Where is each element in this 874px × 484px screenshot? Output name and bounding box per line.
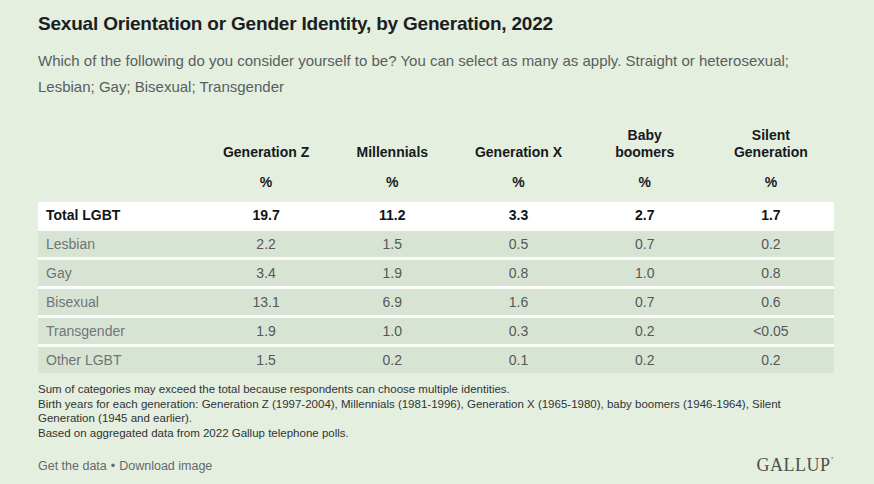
cell-value: 0.7 <box>582 236 708 252</box>
cell-value: 0.8 <box>455 265 581 281</box>
percent-symbol: % <box>203 171 329 202</box>
cell-value: 19.7 <box>203 207 329 223</box>
cell-value: 0.2 <box>708 352 834 368</box>
cell-value: 0.1 <box>455 352 581 368</box>
cell-value: 1.9 <box>329 265 455 281</box>
row-label: Total LGBT <box>38 207 203 223</box>
table-row-bisexual: Bisexual 13.1 6.9 1.6 0.7 0.6 <box>38 289 834 318</box>
row-label: Bisexual <box>38 294 203 310</box>
cell-value: 1.0 <box>329 323 455 339</box>
percent-symbol: % <box>455 171 581 202</box>
cell-value: 0.2 <box>708 236 834 252</box>
cell-value: 2.7 <box>582 207 708 223</box>
cell-value: 1.5 <box>329 236 455 252</box>
table-row-total-lgbt: Total LGBT 19.7 11.2 3.3 2.7 1.7 <box>38 202 834 231</box>
cell-value: 3.4 <box>203 265 329 281</box>
cell-value: 1.6 <box>455 294 581 310</box>
footnote-line: Based on aggregated data from 2022 Gallu… <box>38 426 834 441</box>
row-label: Lesbian <box>38 236 203 252</box>
table-row-lesbian: Lesbian 2.2 1.5 0.5 0.7 0.2 <box>38 231 834 260</box>
gallup-graphic: Sexual Orientation or Gender Identity, b… <box>0 0 874 476</box>
get-the-data-link[interactable]: Get the data <box>38 459 107 473</box>
table-unit-row: % % % % % <box>38 171 834 202</box>
cell-value: 0.2 <box>329 352 455 368</box>
cell-value: 13.1 <box>203 294 329 310</box>
cell-value: 0.5 <box>455 236 581 252</box>
cell-value: 3.3 <box>455 207 581 223</box>
cell-value: 0.8 <box>708 265 834 281</box>
footnote-line: Sum of categories may exceed the total b… <box>38 382 834 397</box>
cell-value: 11.2 <box>329 207 455 223</box>
bullet-separator: • <box>111 459 115 473</box>
column-header-silent-generation: Silent Generation <box>708 127 834 161</box>
question-subtitle: Which of the following do you consider y… <box>38 48 810 100</box>
cell-value: 0.2 <box>582 352 708 368</box>
cell-value: 1.7 <box>708 207 834 223</box>
gallup-logo: GALLUP’ <box>757 455 835 476</box>
page-title: Sexual Orientation or Gender Identity, b… <box>38 13 836 35</box>
table-row-gay: Gay 3.4 1.9 0.8 1.0 0.8 <box>38 260 834 289</box>
download-image-link[interactable]: Download image <box>119 459 212 473</box>
percent-symbol: % <box>582 171 708 202</box>
percent-symbol: % <box>708 171 834 202</box>
footer: Get the data • Download image GALLUP’ <box>38 455 834 476</box>
cell-value: 1.9 <box>203 323 329 339</box>
cell-value: 0.6 <box>708 294 834 310</box>
trademark-mark: ’ <box>831 455 835 465</box>
cell-value: 1.5 <box>203 352 329 368</box>
row-label: Other LGBT <box>38 352 203 368</box>
data-table: Generation Z Millennials Generation X Ba… <box>38 127 834 373</box>
cell-value: <0.05 <box>708 323 834 339</box>
cell-value: 2.2 <box>203 236 329 252</box>
footnotes: Sum of categories may exceed the total b… <box>38 382 834 440</box>
table-row-other-lgbt: Other LGBT 1.5 0.2 0.1 0.2 0.2 <box>38 347 834 373</box>
footer-links: Get the data • Download image <box>38 459 212 473</box>
cell-value: 0.3 <box>455 323 581 339</box>
row-label: Transgender <box>38 323 203 339</box>
column-header-baby-boomers: Baby boomers <box>582 127 708 161</box>
cell-value: 0.2 <box>582 323 708 339</box>
column-header-generation-x: Generation X <box>455 144 581 161</box>
table-header-row: Generation Z Millennials Generation X Ba… <box>38 127 834 161</box>
column-header-millennials: Millennials <box>329 144 455 161</box>
cell-value: 6.9 <box>329 294 455 310</box>
cell-value: 1.0 <box>582 265 708 281</box>
column-header-generation-z: Generation Z <box>203 144 329 161</box>
percent-symbol: % <box>329 171 455 202</box>
row-label: Gay <box>38 265 203 281</box>
footnote-line: Birth years for each generation: Generat… <box>38 397 834 426</box>
table-row-transgender: Transgender 1.9 1.0 0.3 0.2 <0.05 <box>38 318 834 347</box>
gallup-logo-text: GALLUP <box>757 455 831 475</box>
cell-value: 0.7 <box>582 294 708 310</box>
